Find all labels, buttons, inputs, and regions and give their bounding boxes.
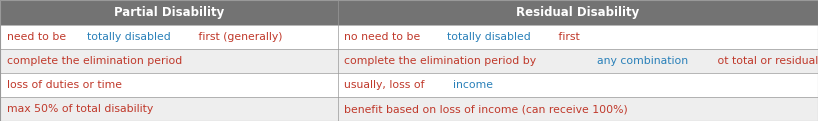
Bar: [0, 97, 818, 121]
Text: first (generally): first (generally): [196, 32, 283, 42]
Text: Partial Disability: Partial Disability: [114, 6, 224, 19]
Text: no need to be: no need to be: [344, 32, 424, 42]
Text: usually, loss of: usually, loss of: [344, 80, 429, 90]
Text: complete the elimination period by: complete the elimination period by: [344, 56, 540, 66]
Text: any combination: any combination: [597, 56, 688, 66]
Bar: [0, 25, 818, 49]
Bar: [0, 73, 818, 97]
Bar: [0, 49, 818, 73]
Text: first: first: [555, 32, 580, 42]
Text: need to be: need to be: [7, 32, 70, 42]
Text: totally disabled: totally disabled: [447, 32, 531, 42]
Text: ot total or residual disability: ot total or residual disability: [714, 56, 818, 66]
Text: max 50% of total disability: max 50% of total disability: [7, 104, 153, 114]
Bar: [0, 0, 818, 25]
Text: complete the elimination period: complete the elimination period: [7, 56, 182, 66]
Text: totally disabled: totally disabled: [88, 32, 171, 42]
Text: Residual Disability: Residual Disability: [516, 6, 640, 19]
Text: benefit based on loss of income (can receive 100%): benefit based on loss of income (can rec…: [344, 104, 628, 114]
Text: income: income: [453, 80, 492, 90]
Text: loss of duties or time: loss of duties or time: [7, 80, 122, 90]
